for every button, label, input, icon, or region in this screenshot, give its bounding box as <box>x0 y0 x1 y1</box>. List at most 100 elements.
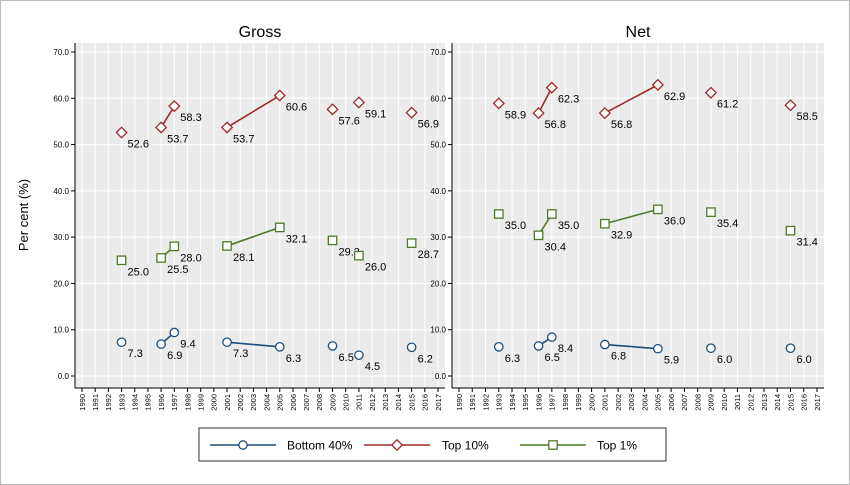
data-label: 25.0 <box>128 266 149 278</box>
data-point <box>784 99 797 112</box>
x-tick-label: 1991 <box>91 394 100 411</box>
data-point <box>406 238 417 249</box>
x-tick-label: 2004 <box>640 394 649 411</box>
data-point <box>352 96 366 109</box>
data-point <box>169 327 180 338</box>
data-point <box>533 230 544 241</box>
data-point <box>598 106 611 120</box>
x-tick-label: 2016 <box>800 394 809 411</box>
data-point <box>354 350 364 361</box>
legend-item: Top 1% <box>520 439 637 453</box>
series-line <box>226 341 280 348</box>
x-tick-label: 2003 <box>627 394 636 411</box>
x-tick-label: 2009 <box>707 394 716 411</box>
x-tick-label: 2010 <box>342 394 351 411</box>
x-tick-label: 2005 <box>276 394 285 411</box>
x-tick-label: 1990 <box>455 394 464 411</box>
legend-label: Top 1% <box>597 439 637 453</box>
x-tick-label: 2006 <box>289 394 298 411</box>
x-tick-label: 1993 <box>495 394 504 411</box>
data-point <box>222 241 232 251</box>
x-tick-label: 2011 <box>733 394 742 410</box>
x-tick-label: 2017 <box>434 394 443 411</box>
x-tick-label: 1996 <box>534 394 543 411</box>
y-tick-label: 10.0 <box>430 326 446 335</box>
x-tick-label: 2000 <box>210 394 219 411</box>
data-point <box>154 121 168 134</box>
x-tick-label: 2009 <box>328 394 337 411</box>
series-bottom-40: 7.3 6.99.4 7.3 6.3 6.5 4.5 6.2 <box>116 327 433 373</box>
data-point <box>704 86 718 99</box>
data-label: 6.2 <box>418 353 433 365</box>
data-point <box>169 241 180 252</box>
x-tick-label: 1991 <box>468 394 477 411</box>
data-label: 8.4 <box>558 343 573 355</box>
x-tick-label: 2013 <box>381 394 390 411</box>
data-point <box>492 97 505 110</box>
series-line <box>604 84 659 114</box>
data-label: 6.5 <box>545 352 560 364</box>
data-point <box>651 78 665 91</box>
data-label: 9.4 <box>180 338 195 350</box>
data-point <box>785 343 796 354</box>
data-label: 58.9 <box>505 109 526 121</box>
data-point <box>222 337 232 348</box>
series-top-10: 58.9 56.8 62.3 56.8 62.9 61.2 58.5 <box>492 78 818 131</box>
y-tick-label: 70.0 <box>430 48 446 57</box>
x-tick-label: 2002 <box>236 394 245 411</box>
data-label: 52.6 <box>128 139 149 151</box>
data-label: 4.5 <box>365 361 380 373</box>
x-tick-label: 2014 <box>773 394 782 411</box>
legend-item: Bottom 40% <box>210 439 353 453</box>
data-point <box>273 89 286 102</box>
x-tick-label: 2008 <box>693 394 702 411</box>
data-label: 53.7 <box>167 133 188 145</box>
y-tick-label: 30.0 <box>430 233 446 242</box>
series-line <box>226 94 281 129</box>
series-bottom-40: 6.3 6.58.4 6.8 5.9 6.0 6.0 <box>493 332 812 367</box>
y-axis-label: Per cent (%) <box>16 179 31 251</box>
series-top-1: 35.0 30.4 35.0 32.9 36.0 35.4 31.4 <box>493 204 818 253</box>
x-tick-label: 2007 <box>680 394 689 411</box>
panel-net: 0.0 10.0 20.0 30.0 40.0 50.0 60.0 70.0 1990 1991 1… <box>430 24 824 411</box>
data-point <box>327 341 338 351</box>
data-point <box>545 81 558 94</box>
y-tick-label: 50.0 <box>430 141 446 150</box>
x-tick-label: 1993 <box>117 394 126 411</box>
x-tick-label: 1994 <box>508 394 517 411</box>
data-point <box>354 250 364 261</box>
data-point <box>406 342 417 353</box>
data-point <box>600 218 610 229</box>
data-point <box>405 106 418 119</box>
data-point <box>116 337 127 348</box>
x-tick-label: 1995 <box>521 394 530 411</box>
legend-marker <box>238 440 248 450</box>
series-line <box>604 343 658 350</box>
data-label: 26.0 <box>365 262 386 274</box>
x-tick-label: 2001 <box>601 394 610 411</box>
data-point <box>546 332 557 342</box>
y-tick-label: 30.0 <box>53 233 69 242</box>
data-label: 53.7 <box>233 133 254 145</box>
series-top-1: 25.0 25.528.0 28.132.129.326.028.7 <box>116 222 439 278</box>
x-tick-label: 2015 <box>407 394 416 411</box>
x-tick-label: 1999 <box>196 394 205 411</box>
x-tick-label: 1998 <box>561 394 570 411</box>
y-tick-label: 60.0 <box>430 94 446 103</box>
data-point <box>115 126 128 139</box>
data-label: 6.0 <box>717 354 732 366</box>
data-label: 32.1 <box>286 233 307 245</box>
data-label: 6.3 <box>505 353 520 365</box>
data-label: 6.5 <box>339 352 354 364</box>
legend-label: Top 10% <box>442 439 489 453</box>
data-label: 6.3 <box>286 353 301 365</box>
x-tick-label: 2002 <box>614 394 623 411</box>
data-label: 56.9 <box>418 119 439 131</box>
series-line <box>226 226 281 247</box>
series-line <box>604 208 659 225</box>
x-tick-label: 2007 <box>302 394 311 411</box>
x-tick-label: 1990 <box>78 394 87 411</box>
data-point <box>156 253 166 263</box>
x-tick-label: 2003 <box>249 394 258 411</box>
